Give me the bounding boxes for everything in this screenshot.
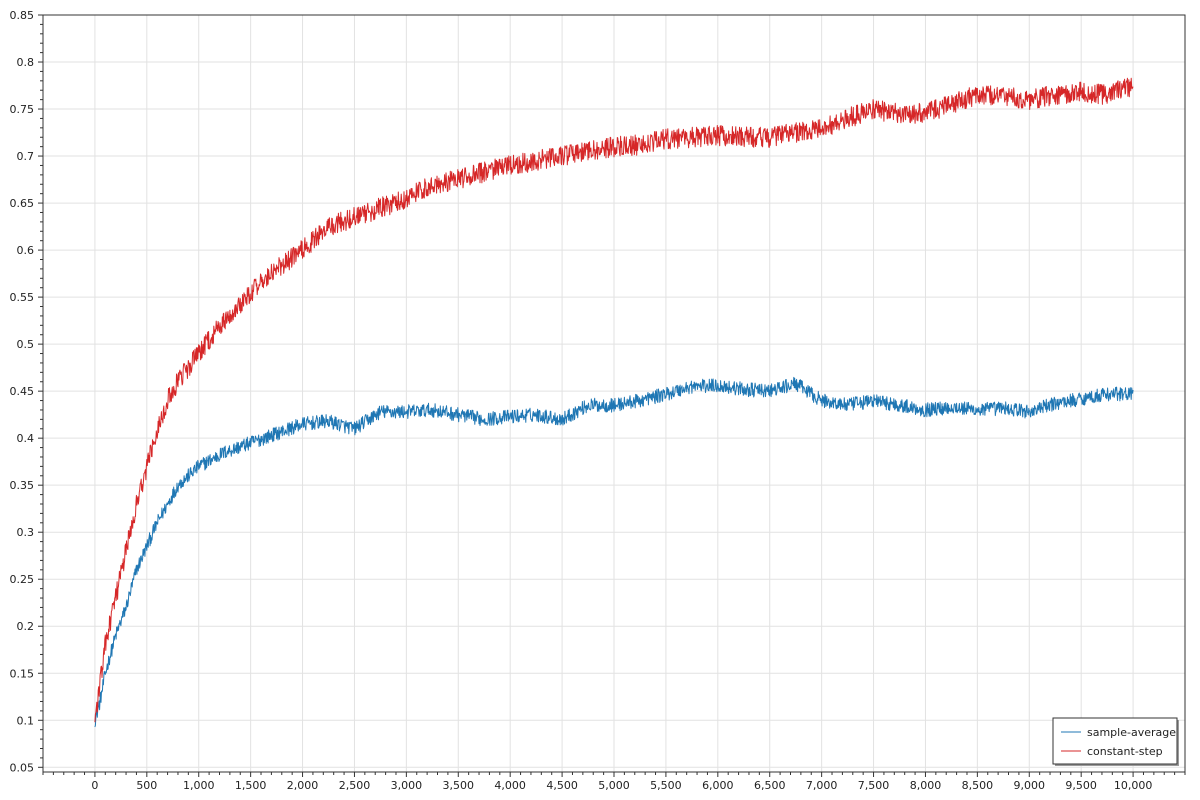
y-tick-label: 0.25 bbox=[10, 573, 35, 586]
y-tick-label: 0.55 bbox=[10, 291, 35, 304]
y-tick-label: 0.45 bbox=[10, 385, 35, 398]
x-tick-label: 6,500 bbox=[754, 779, 786, 792]
x-tick-label: 500 bbox=[136, 779, 157, 792]
y-tick-label: 0.15 bbox=[10, 667, 35, 680]
x-tick-label: 10,000 bbox=[1114, 779, 1153, 792]
x-tick-label: 2,000 bbox=[287, 779, 319, 792]
x-tick-label: 5,000 bbox=[598, 779, 630, 792]
y-tick-label: 0.65 bbox=[10, 197, 35, 210]
y-tick-label: 0.75 bbox=[10, 103, 35, 116]
x-tick-label: 2,500 bbox=[339, 779, 371, 792]
legend-label: constant-step bbox=[1087, 745, 1163, 758]
y-tick-label: 0.05 bbox=[10, 761, 35, 774]
axes: 0 500 1,000 1,500 2,000 2,500 3,000 3,500 4,000 4… bbox=[10, 9, 1186, 792]
legend-label: sample-average bbox=[1087, 726, 1176, 739]
series-line-constant-step bbox=[94, 77, 1134, 723]
x-tick-label: 1,000 bbox=[183, 779, 215, 792]
x-tick-label: 7,000 bbox=[806, 779, 838, 792]
x-tick-label: 3,500 bbox=[443, 779, 475, 792]
series-line-sample-average bbox=[94, 376, 1134, 728]
x-tick-label: 8,500 bbox=[962, 779, 994, 792]
grid bbox=[43, 14, 1185, 772]
x-tick-label: 4,500 bbox=[546, 779, 578, 792]
y-tick-label: 0.85 bbox=[10, 9, 35, 22]
x-tick-label: 1,500 bbox=[235, 779, 267, 792]
y-tick-label: 0.4 bbox=[17, 432, 35, 445]
legend-box bbox=[1052, 717, 1178, 765]
x-tick-label: 3,000 bbox=[391, 779, 423, 792]
y-tick-label: 0.7 bbox=[17, 150, 35, 163]
x-tick-label: 5,500 bbox=[650, 779, 682, 792]
y-tick-label: 0.6 bbox=[17, 244, 35, 257]
x-tick-label: 9,000 bbox=[1014, 779, 1046, 792]
x-tick-label: 9,500 bbox=[1065, 779, 1097, 792]
x-tick-label: 6,000 bbox=[702, 779, 734, 792]
x-tick-label: 7,500 bbox=[858, 779, 890, 792]
series-lines bbox=[94, 77, 1134, 728]
y-tick-label: 0.8 bbox=[17, 56, 35, 69]
y-tick-label: 0.2 bbox=[17, 620, 35, 633]
y-tick-label: 0.1 bbox=[17, 714, 35, 727]
legend: sample-average constant-step bbox=[1052, 717, 1179, 766]
y-tick-label: 0.35 bbox=[10, 479, 35, 492]
x-tick-label: 4,000 bbox=[494, 779, 526, 792]
y-tick-label: 0.3 bbox=[17, 526, 35, 539]
x-tick-label: 8,000 bbox=[910, 779, 942, 792]
x-tick-label: 0 bbox=[91, 779, 98, 792]
y-tick-label: 0.5 bbox=[17, 338, 35, 351]
